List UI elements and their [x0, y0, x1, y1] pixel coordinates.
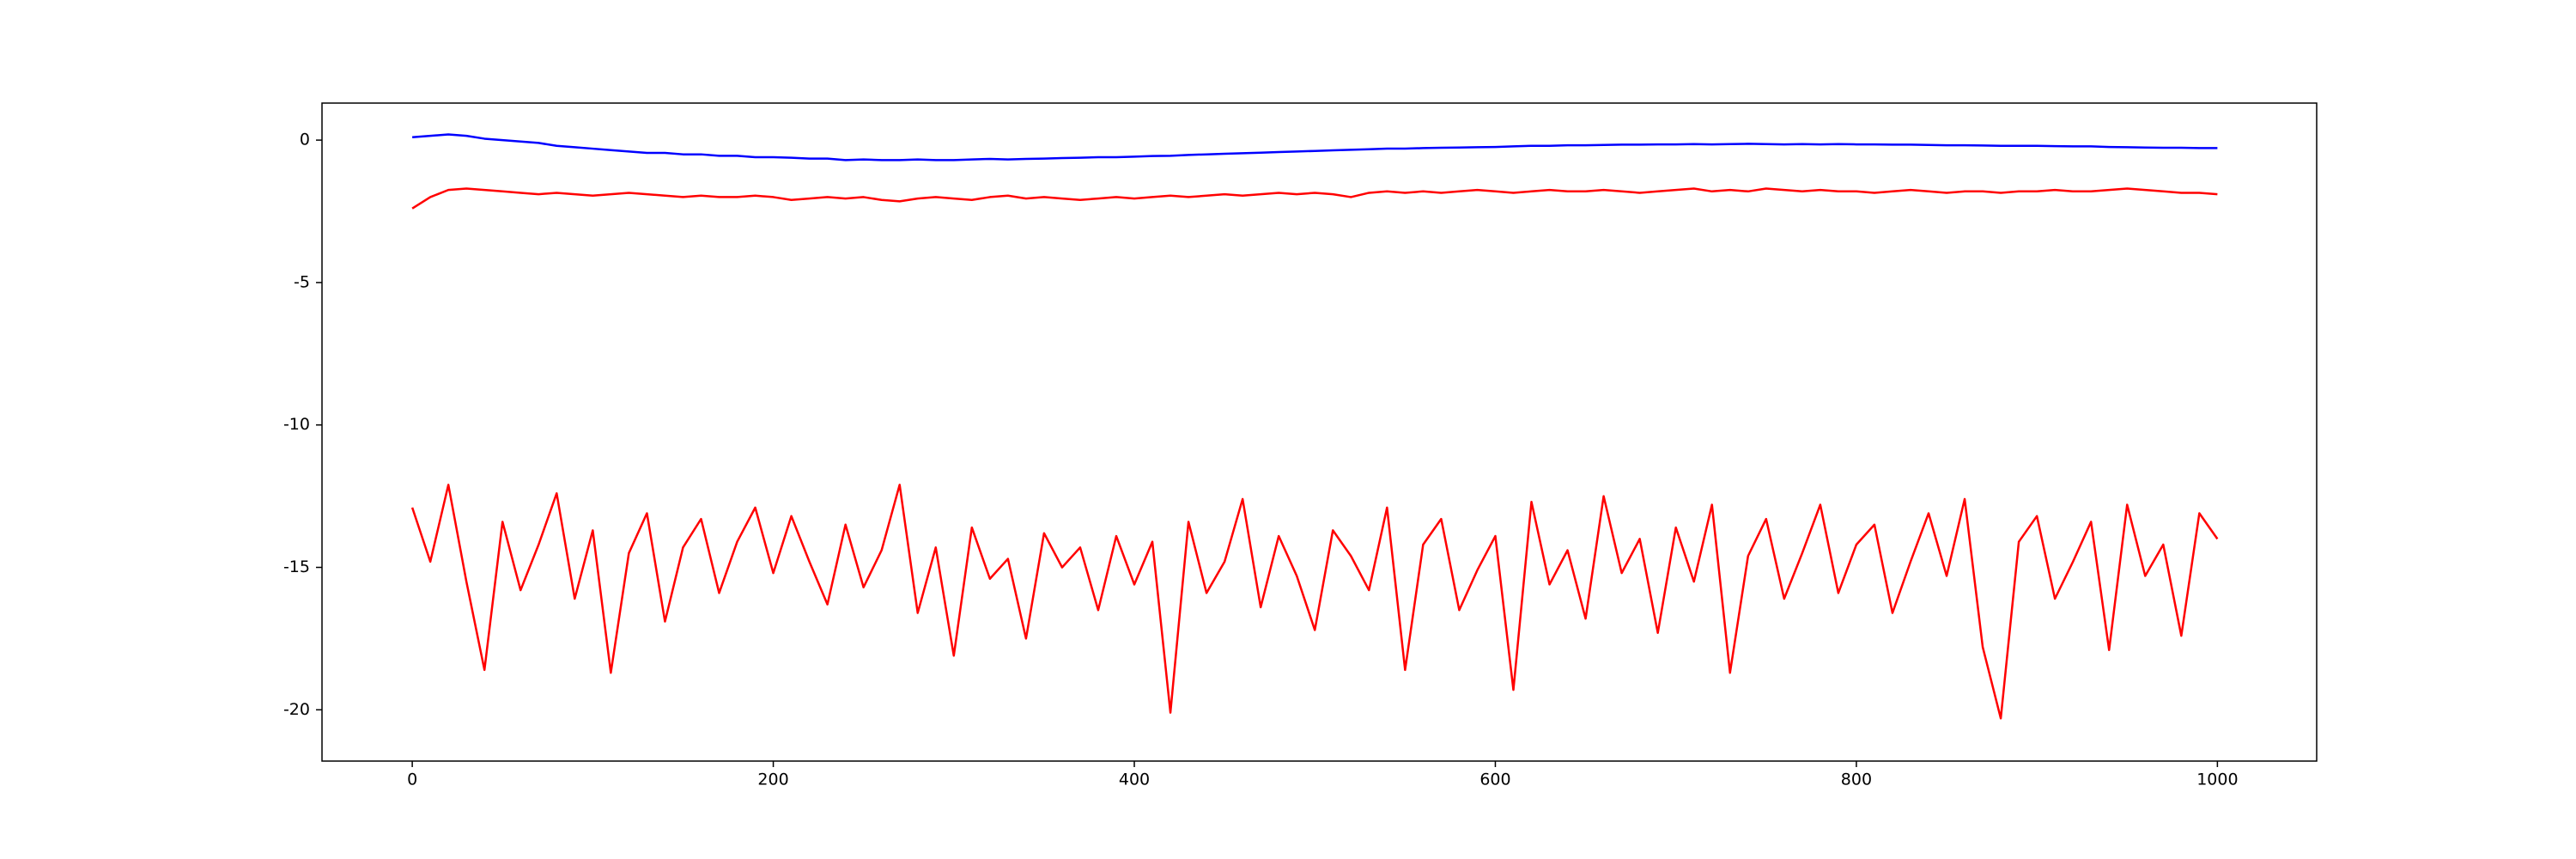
- x-tick-label: 800: [1841, 771, 1872, 789]
- y-tick-label: -20: [283, 700, 310, 719]
- x-tick-label: 400: [1119, 771, 1150, 789]
- y-tick-label: -10: [283, 415, 310, 434]
- x-tick-label: 200: [757, 771, 788, 789]
- y-tick-label: -5: [294, 272, 310, 291]
- y-tick-label: 0: [300, 131, 310, 149]
- series-line: [411, 187, 2218, 210]
- plot-frame: [321, 102, 2318, 762]
- y-tick-label: -15: [283, 557, 310, 576]
- x-tick-label: 600: [1479, 771, 1510, 789]
- x-tick-label: 1000: [2196, 771, 2238, 789]
- series-line: [410, 484, 2219, 720]
- series-line: [412, 133, 2218, 161]
- x-tick-label: 0: [407, 771, 417, 789]
